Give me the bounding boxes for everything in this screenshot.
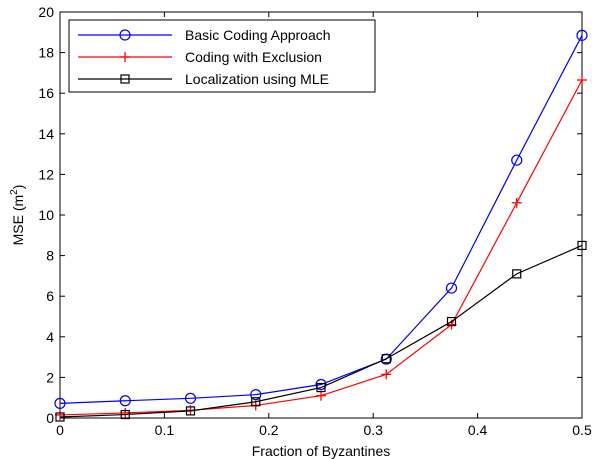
series-line xyxy=(59,35,583,404)
data-point xyxy=(120,407,131,418)
data-point xyxy=(184,392,197,404)
legend-item: Basic Coding Approach xyxy=(78,27,331,43)
data-point xyxy=(185,406,196,416)
y-axis-label: MSE (m2) xyxy=(9,185,26,246)
x-tick-label: 0.2 xyxy=(259,422,279,438)
x-tick-label: 0.3 xyxy=(363,422,383,438)
data-point xyxy=(316,390,326,401)
y-axis-label-suffix: ) xyxy=(10,185,26,190)
y-tick-label: 18 xyxy=(38,45,54,61)
data-point xyxy=(55,412,65,422)
y-axis-label-superscript: 2 xyxy=(9,189,20,195)
data-point xyxy=(511,197,522,208)
y-tick-label: 10 xyxy=(38,207,54,223)
y-tick-label: 16 xyxy=(38,85,54,101)
legend-marker xyxy=(120,74,130,84)
legend-label: Localization using MLE xyxy=(185,71,329,87)
y-tick-label: 6 xyxy=(46,288,54,304)
data-point xyxy=(576,29,588,41)
data-point xyxy=(511,154,523,166)
data-point xyxy=(381,354,391,364)
legend: Basic Coding Approach Coding with Exclusi… xyxy=(68,19,376,93)
legend-label: Coding with Exclusion xyxy=(185,49,322,65)
x-tick-label: 0.4 xyxy=(468,422,488,438)
y-tick-label: 2 xyxy=(46,369,54,385)
data-point xyxy=(55,409,65,420)
data-point xyxy=(512,269,522,279)
data-point xyxy=(381,369,392,380)
data-point xyxy=(445,282,458,294)
legend-marker xyxy=(120,52,130,62)
x-axis-label: Fraction of Byzantines xyxy=(252,443,391,459)
series-square xyxy=(55,240,587,422)
data-point xyxy=(315,378,327,391)
data-point xyxy=(446,316,457,327)
data-point xyxy=(577,75,587,86)
series-plus xyxy=(55,75,587,420)
x-tick-label: 0 xyxy=(56,422,64,438)
data-point xyxy=(316,382,326,393)
y-tick-label: 20 xyxy=(38,4,54,20)
legend-box xyxy=(68,19,376,93)
data-point xyxy=(251,397,261,407)
data-point xyxy=(54,397,66,409)
y-tick-label: 14 xyxy=(38,126,54,142)
y-tick-label: 4 xyxy=(46,329,54,345)
y-tick-label: 8 xyxy=(46,248,54,264)
data-point xyxy=(119,395,131,407)
y-tick-label: 0 xyxy=(46,410,54,426)
x-tick-label: 0.1 xyxy=(155,422,175,438)
legend-label: Basic Coding Approach xyxy=(185,27,331,43)
series-line xyxy=(59,244,583,418)
data-point xyxy=(577,240,587,251)
series-layer xyxy=(54,29,588,422)
data-point xyxy=(120,409,130,420)
legend-item: Coding with Exclusion xyxy=(78,49,322,65)
y-tick-label: 12 xyxy=(38,166,54,182)
legend-marker xyxy=(119,29,131,41)
series-circle xyxy=(54,29,588,409)
tick-labels: 0 0.1 0.2 0.3 0.4 0.5 0 2 4 6 8 10 12 14 16 18 20 xyxy=(38,4,592,438)
x-tick-label: 0.5 xyxy=(572,422,592,438)
data-point xyxy=(250,389,262,401)
legend-item: Localization using MLE xyxy=(78,71,329,87)
